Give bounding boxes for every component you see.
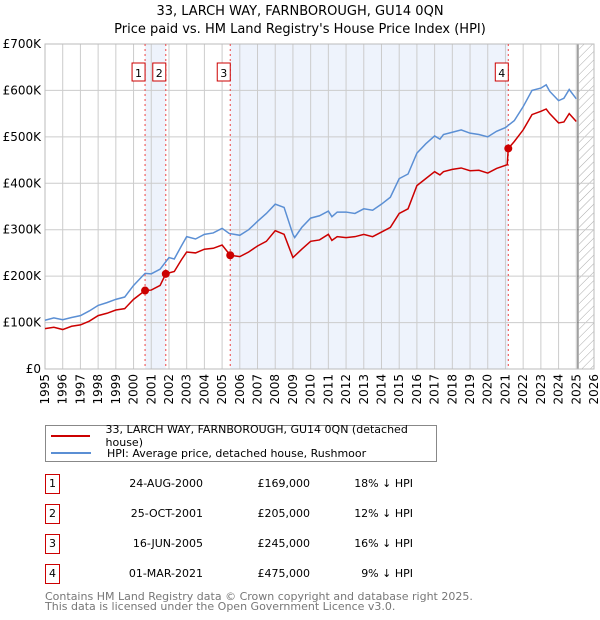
x-tick-label: 2003: [180, 374, 194, 405]
sale-row: 3 16-JUN-2005 £245,000 16% ↓ HPI: [45, 534, 465, 554]
x-tick-label: 2004: [197, 374, 211, 405]
sale-hpi-diff: 16% ↓ HPI: [354, 537, 413, 550]
sale-number: 4: [45, 564, 60, 584]
sale-hpi-diff: 12% ↓ HPI: [354, 507, 413, 520]
sale-point: [504, 144, 513, 153]
footer-line-1: Contains HM Land Registry data © Crown c…: [45, 590, 473, 603]
x-tick-label: 1995: [38, 374, 52, 405]
sale-hpi-diff: 18% ↓ HPI: [354, 477, 413, 490]
sale-marker-box: [131, 62, 146, 82]
x-tick-label: 2015: [392, 374, 406, 405]
x-tick-label: 1997: [73, 374, 87, 405]
x-tick-label: 1999: [109, 374, 123, 405]
x-tick-label: 2018: [445, 374, 459, 405]
x-tick-label: 2021: [498, 374, 512, 405]
shaded-range: [145, 44, 166, 369]
x-tick-label: 1998: [91, 374, 105, 405]
sale-point: [141, 286, 150, 295]
sale-date: 01-MAR-2021: [128, 567, 203, 580]
legend-item-property: 33, LARCH WAY, FARNBOROUGH, GU14 0QN (de…: [46, 423, 436, 449]
sale-row: 4 01-MAR-2021 £475,000 9% ↓ HPI: [45, 564, 465, 584]
x-tick-label: 2016: [410, 374, 424, 405]
sale-point: [161, 269, 170, 278]
x-tick-label: 2020: [481, 374, 495, 405]
footer-line-2: This data is licensed under the Open Gov…: [45, 600, 396, 613]
y-tick-label: £700K: [3, 37, 43, 51]
sale-marker-number: 4: [498, 67, 505, 80]
x-tick-label: 2026: [587, 374, 600, 405]
sale-marker-box: [216, 62, 231, 82]
x-tick-label: 2025: [569, 374, 583, 405]
sale-price: £169,000: [257, 477, 311, 490]
x-tick-label: 2019: [463, 374, 477, 405]
legend: 33, LARCH WAY, FARNBOROUGH, GU14 0QN (de…: [45, 423, 437, 462]
y-tick-label: £300K: [3, 223, 43, 237]
x-tick-label: 2013: [357, 374, 371, 405]
x-tick-label: 2011: [321, 374, 335, 405]
y-tick-label: £500K: [3, 130, 43, 144]
x-tick-label: 2006: [233, 374, 247, 405]
sale-date: 24-AUG-2000: [129, 477, 203, 490]
chart-plot: 1995 1996 1997 1998 1999 2000 2001 2002 2003 2004…: [3, 37, 600, 405]
sale-date: 25-OCT-2001: [130, 507, 203, 520]
sale-date: 16-JUN-2005: [132, 537, 203, 550]
legend-swatch-blue: [51, 452, 91, 454]
sale-number: 2: [45, 504, 60, 524]
x-tick-label: 2017: [428, 374, 442, 405]
x-tick-label: 2001: [144, 374, 158, 405]
sale-marker-number: 1: [135, 67, 142, 80]
shaded-range: [230, 44, 509, 369]
y-tick-label: £600K: [3, 83, 43, 97]
legend-label: 33, LARCH WAY, FARNBOROUGH, GU14 0QN (de…: [105, 423, 408, 449]
sale-number: 3: [45, 534, 60, 554]
chart-subtitle: Price paid vs. HM Land Registry's House …: [114, 22, 486, 37]
chart-title: 33, LARCH WAY, FARNBOROUGH, GU14 0QN: [156, 4, 444, 19]
x-tick-label: 2022: [516, 374, 530, 405]
x-tick-label: 1996: [56, 374, 70, 405]
y-tick-label: £200K: [3, 269, 43, 283]
x-tick-label: 2014: [374, 374, 388, 405]
legend-label: HPI: Average price, detached house, Rush…: [107, 446, 367, 460]
sale-marker-box: [494, 62, 509, 82]
y-tick-label: £0: [26, 362, 41, 376]
x-tick-label: 2023: [534, 374, 548, 405]
sale-row: 1 24-AUG-2000 £169,000 18% ↓ HPI: [45, 474, 465, 494]
sale-point: [226, 251, 235, 260]
sale-number: 1: [45, 474, 60, 494]
legend-swatch-red: [51, 435, 90, 437]
sale-marker-box: [152, 62, 167, 82]
sale-row: 2 25-OCT-2001 £205,000 12% ↓ HPI: [45, 504, 465, 524]
x-tick-label: 2009: [286, 374, 300, 405]
x-tick-label: 2007: [251, 374, 265, 405]
x-tick-label: 2012: [339, 374, 353, 405]
sale-hpi-diff: 9% ↓ HPI: [361, 567, 413, 580]
x-tick-label: 2024: [552, 374, 566, 405]
x-tick-label: 2000: [127, 374, 141, 405]
sale-marker-number: 2: [156, 67, 163, 80]
x-tick-label: 2010: [304, 374, 318, 405]
x-tick-label: 2008: [268, 374, 282, 405]
y-tick-label: £100K: [3, 316, 43, 330]
series-line: [44, 83, 577, 321]
legend-item-hpi: HPI: Average price, detached house, Rush…: [46, 445, 366, 461]
plot-border: [44, 43, 595, 370]
y-tick-label: £400K: [3, 176, 43, 190]
sale-price: £475,000: [257, 567, 311, 580]
sale-price: £205,000: [257, 507, 311, 520]
forecast-hatch: [578, 44, 594, 369]
x-tick-label: 2002: [162, 374, 176, 405]
sale-marker-number: 3: [220, 67, 227, 80]
sale-price: £245,000: [257, 537, 311, 550]
x-tick-label: 2005: [215, 374, 229, 405]
